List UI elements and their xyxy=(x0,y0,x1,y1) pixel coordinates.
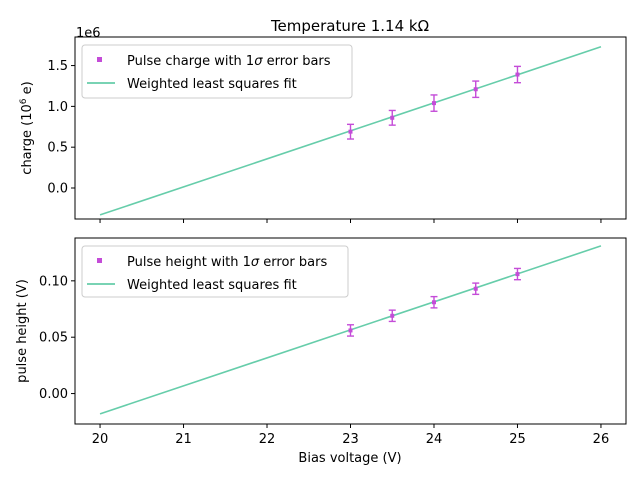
charge-legend-points-label-base: Pulse charge with 1 xyxy=(127,54,254,69)
x-axis-label: Bias voltage (V) xyxy=(298,451,401,466)
charge-data-point xyxy=(390,115,395,120)
charge-data-point xyxy=(515,72,520,77)
pulse-height-x-tick-label: 26 xyxy=(593,432,610,447)
pulse-height-data-point xyxy=(390,313,395,318)
pulse-height-x-tick-label: 23 xyxy=(342,432,359,447)
charge-legend-fit-label: Weighted least squares fit xyxy=(127,77,297,92)
pulse-height-x-tick-label: 24 xyxy=(426,432,443,447)
charge-data-point xyxy=(348,129,353,134)
charge-legend-points-label-end: error bars xyxy=(262,54,330,69)
pulse-height-x-tick-label: 22 xyxy=(259,432,276,447)
pulse-height-y-axis-label: pulse height (V) xyxy=(15,279,30,383)
pulse-height-data-point xyxy=(473,286,478,291)
charge-data-point xyxy=(431,101,436,106)
pulse-height-axes-frame xyxy=(74,237,627,425)
charge-y-tick-label: 0.0 xyxy=(47,181,68,196)
y-offset-text: 1e6 xyxy=(76,26,101,41)
charge-legend-points-label-sigma: σ xyxy=(254,54,263,69)
pulse-height-legend-box xyxy=(81,245,349,298)
pulse-height-panel: 0.00 0.05 0.10 20 21 22 23 24 25 26 Bias voltage … xyxy=(15,237,627,466)
pulse-height-legend-points-label-sigma: σ xyxy=(251,255,260,270)
pulse-height-legend-points-label-base: Pulse height with 1 xyxy=(127,255,251,270)
charge-legend-points-label: Pulse charge with 1σ error bars xyxy=(127,54,331,69)
charge-y-tick-label: 1.5 xyxy=(47,59,68,74)
charge-y-tick-label: 1.0 xyxy=(47,100,68,115)
pulse-height-legend-points-label: Pulse height with 1σ error bars xyxy=(127,255,327,270)
pulse-height-legend-marker xyxy=(97,258,102,263)
charge-legend-marker xyxy=(97,57,102,62)
pulse-height-legend-points-label-end: error bars xyxy=(259,255,327,270)
pulse-height-y-tick-label: 0.00 xyxy=(39,387,68,402)
charge-plot-content: 0.0 0.5 1.0 1.5 xyxy=(47,46,602,223)
charge-y-tick-label: 0.5 xyxy=(47,141,68,156)
pulse-height-y-tick-label: 0.10 xyxy=(39,274,68,289)
charge-axes-frame xyxy=(74,36,627,220)
pulse-height-data-point xyxy=(515,272,520,277)
chart-title: Temperature 1.14 kΩ xyxy=(270,17,429,35)
charge-y-axis-label-end: e) xyxy=(20,81,35,98)
charge-y-axis-label: charge (106 e) xyxy=(19,81,35,174)
charge-data-point xyxy=(473,87,478,92)
pulse-height-x-tick-label: 25 xyxy=(509,432,526,447)
charge-panel: Temperature 1.14 kΩ 1e6 0.0 0.5 1.0 1.5 cha… xyxy=(19,17,627,223)
charge-y-axis-label-sup: 6 xyxy=(19,98,29,104)
pulse-height-plot-content: 0.00 0.05 0.10 20 21 22 23 24 25 26 xyxy=(39,245,610,447)
pulse-height-x-tick-label: 21 xyxy=(175,432,192,447)
pulse-height-y-tick-label: 0.05 xyxy=(39,331,68,346)
charge-legend-box xyxy=(81,44,353,99)
pulse-height-legend: Pulse height with 1σ error bars Weighted… xyxy=(81,245,349,298)
pulse-height-legend-fit-label: Weighted least squares fit xyxy=(127,278,297,293)
pulse-height-data-point xyxy=(431,300,436,305)
pulse-height-data-point xyxy=(348,328,353,333)
charge-legend: Pulse charge with 1σ error bars Weighted… xyxy=(81,44,353,99)
pulse-height-x-tick-label: 20 xyxy=(92,432,109,447)
charge-y-axis-label-base: charge (10 xyxy=(20,104,35,174)
